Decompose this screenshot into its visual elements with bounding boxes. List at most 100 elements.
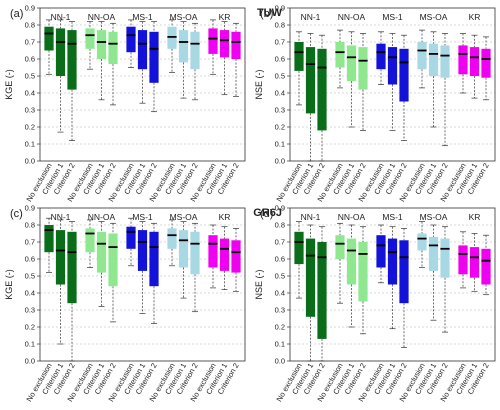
iqr-box: [317, 48, 327, 131]
box-ms-1-criterion-2: [149, 21, 159, 113]
iqr-box: [126, 226, 136, 249]
y-tick-label: 0.3: [25, 106, 35, 115]
group-label: MS-OA: [170, 212, 198, 222]
y-tick-label: 0.7: [25, 38, 35, 47]
box-ms-1-criterion-1: [137, 21, 148, 104]
box-kr-criterion-1: [469, 233, 480, 292]
iqr-box: [137, 230, 148, 271]
box-nn-oa-criterion-2: [358, 226, 368, 335]
y-tick-label: 0.5: [25, 272, 35, 281]
box-ms-1-no-exclusion: [376, 31, 386, 85]
box-ms-oa-criterion-2: [440, 33, 450, 147]
box-nn-oa-no-exclusion: [85, 21, 95, 70]
iqr-box: [417, 233, 427, 251]
y-tick-label: 0.7: [25, 238, 35, 247]
model-title: GR6J: [253, 207, 282, 219]
y-tick-label: 0.2: [25, 123, 35, 132]
panel-c: 0.0 0.1 0.2 0.3 0.4 0.5 0.6 0.7 0.8 0.9 KGE (-) (c)…: [4, 204, 246, 403]
iqr-box: [346, 45, 357, 82]
plot-frame: [289, 7, 496, 162]
y-tick-label: 0.8: [275, 221, 285, 230]
box-ms-oa-no-exclusion: [417, 221, 427, 268]
iqr-box: [376, 43, 386, 70]
box-kr-criterion-2: [481, 36, 491, 101]
y-axis-label: NSE (-): [254, 70, 264, 100]
iqr-box: [440, 45, 450, 78]
iqr-box: [126, 26, 136, 53]
group-label: MS-1: [382, 212, 403, 222]
iqr-box: [178, 230, 189, 268]
box-ms-1-criterion-2: [149, 222, 159, 324]
box-nn-1-criterion-1: [305, 224, 316, 362]
box-nn-1-no-exclusion: [44, 217, 54, 273]
y-tick-label: 0.8: [25, 21, 35, 30]
box-nn-1-no-exclusion: [44, 19, 54, 75]
group-label: MS-OA: [420, 212, 448, 222]
iqr-box: [149, 231, 159, 287]
iqr-box: [108, 31, 118, 65]
box-nn-1-criterion-1: [55, 219, 66, 345]
box-nn-oa-no-exclusion: [335, 29, 345, 89]
iqr-box: [96, 30, 107, 59]
y-tick-label: 0.4: [25, 289, 35, 298]
iqr-box: [305, 47, 316, 114]
iqr-box: [458, 245, 468, 275]
iqr-box: [96, 231, 107, 273]
iqr-box: [208, 28, 218, 54]
y-tick-label: 0.5: [275, 272, 285, 281]
iqr-box: [178, 30, 189, 63]
iqr-box: [190, 31, 200, 70]
y-tick-label: 0.7: [275, 238, 285, 247]
iqr-box: [44, 225, 54, 253]
y-tick-label: 0.3: [275, 106, 285, 115]
iqr-box: [190, 231, 200, 275]
iqr-box: [481, 48, 491, 78]
iqr-box: [219, 238, 230, 271]
y-tick-label: 0.6: [25, 255, 35, 264]
box-kr-no-exclusion: [458, 33, 468, 94]
group-label: NN-1: [51, 12, 71, 22]
y-tick-label: 0.9: [25, 4, 35, 13]
box-ms-1-no-exclusion: [126, 19, 136, 68]
iqr-box: [67, 231, 77, 304]
box-nn-1-no-exclusion: [294, 31, 304, 106]
y-tick-label: 0.2: [25, 323, 35, 332]
group-label: MS-OA: [420, 12, 448, 22]
panel-b: 0.0 0.1 0.2 0.3 0.4 0.5 0.6 0.7 0.8 0.9 NSE (-) (b)…: [254, 4, 496, 203]
plot-frame: [289, 207, 496, 362]
group-label: NN-1: [51, 212, 71, 222]
box-kr-criterion-2: [231, 22, 241, 97]
y-tick-label: 0.6: [25, 55, 35, 64]
box-kr-no-exclusion: [208, 224, 218, 289]
group-label: NN-1: [301, 12, 321, 22]
group-label: KR: [469, 212, 481, 222]
box-ms-oa-no-exclusion: [417, 29, 427, 89]
y-tick-label: 0.1: [25, 140, 35, 149]
iqr-box: [428, 236, 439, 271]
iqr-box: [55, 230, 66, 285]
box-nn-oa-criterion-2: [108, 222, 118, 323]
y-tick-label: 0.9: [25, 204, 35, 213]
box-nn-oa-no-exclusion: [85, 219, 95, 268]
box-nn-1-criterion-2: [317, 226, 327, 362]
iqr-box: [469, 47, 480, 76]
iqr-box: [481, 248, 491, 285]
panel-d: 0.0 0.1 0.2 0.3 0.4 0.5 0.6 0.7 0.8 0.9 NSE (-) (d)…: [253, 204, 496, 403]
y-tick-label: 0.2: [275, 123, 285, 132]
iqr-box: [44, 26, 54, 51]
y-tick-label: 0.6: [275, 55, 285, 64]
box-ms-oa-criterion-2: [440, 226, 450, 333]
iqr-box: [458, 45, 468, 75]
group-label: MS-1: [132, 212, 153, 222]
box-ms-oa-criterion-2: [190, 22, 200, 101]
box-ms-1-no-exclusion: [376, 224, 386, 284]
box-kr-no-exclusion: [208, 19, 218, 75]
iqr-box: [85, 228, 95, 253]
box-ms-1-no-exclusion: [126, 217, 136, 267]
group-label: MS-1: [382, 12, 403, 22]
box-nn-oa-criterion-1: [346, 31, 357, 128]
box-kr-criterion-2: [231, 228, 241, 292]
box-kr-criterion-1: [219, 226, 230, 290]
iqr-box: [376, 235, 386, 268]
box-nn-oa-criterion-1: [346, 224, 357, 328]
